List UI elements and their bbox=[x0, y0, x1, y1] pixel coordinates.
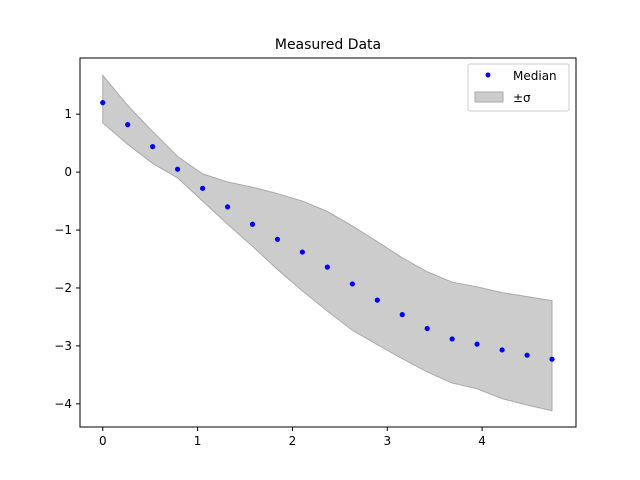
y-tick-label: −3 bbox=[54, 339, 72, 353]
y-axis: −4 −3 −2 −1 0 1 bbox=[54, 107, 80, 411]
y-tick-label: −2 bbox=[54, 281, 72, 295]
sigma-band bbox=[102, 73, 553, 412]
axes-frame bbox=[79, 57, 577, 428]
legend-band-label: ±σ bbox=[513, 91, 531, 105]
median-point bbox=[349, 281, 355, 287]
plot-area bbox=[100, 73, 555, 412]
median-point bbox=[449, 336, 455, 342]
median-point bbox=[299, 249, 305, 255]
median-point bbox=[324, 264, 330, 270]
x-tick-label: 3 bbox=[383, 434, 391, 448]
median-point bbox=[524, 352, 530, 358]
median-point bbox=[174, 166, 181, 172]
median-point bbox=[499, 347, 505, 353]
legend: Median ±σ bbox=[467, 63, 570, 112]
y-tick-label: −4 bbox=[54, 397, 72, 411]
legend-median-marker bbox=[485, 72, 491, 78]
median-point bbox=[424, 325, 430, 332]
median-point bbox=[125, 122, 131, 128]
y-tick-label: 0 bbox=[64, 165, 72, 179]
median-point bbox=[200, 185, 206, 191]
median-point bbox=[224, 204, 231, 210]
legend-median-label: Median bbox=[513, 69, 557, 83]
y-tick-label: 1 bbox=[64, 107, 72, 121]
y-tick-label: −1 bbox=[54, 223, 72, 237]
median-point bbox=[150, 144, 156, 150]
x-axis: 0 1 2 3 4 bbox=[99, 427, 486, 448]
median-point bbox=[374, 297, 380, 303]
x-tick-label: 1 bbox=[194, 434, 202, 448]
median-point bbox=[474, 341, 480, 347]
x-tick-label: 2 bbox=[289, 434, 297, 448]
median-point bbox=[100, 100, 106, 106]
x-tick-label: 0 bbox=[99, 434, 107, 448]
median-point bbox=[549, 356, 555, 362]
median-point bbox=[249, 221, 256, 227]
median-point bbox=[399, 312, 405, 318]
legend-band-swatch bbox=[474, 91, 504, 103]
x-tick-label: 4 bbox=[478, 434, 486, 448]
median-point bbox=[274, 236, 281, 242]
chart-title: Measured Data bbox=[275, 37, 381, 53]
